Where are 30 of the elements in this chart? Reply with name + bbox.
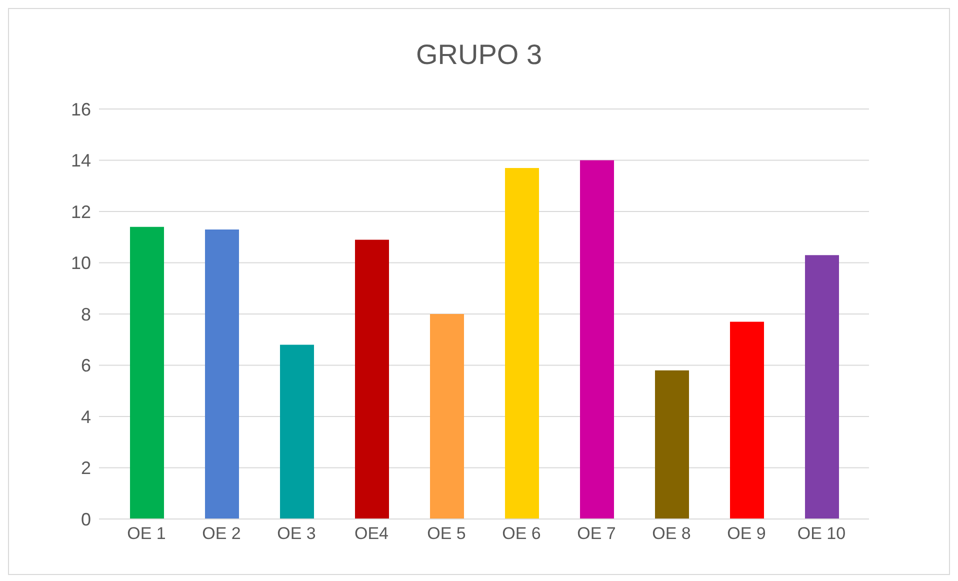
x-tick-label: OE 1 bbox=[127, 524, 166, 544]
bar bbox=[805, 255, 839, 519]
bar bbox=[430, 314, 464, 519]
x-tick-label: OE 3 bbox=[277, 524, 316, 544]
y-tick-label: 10 bbox=[70, 253, 91, 274]
x-tick-label: OE 5 bbox=[427, 524, 466, 544]
x-tick-label: OE4 bbox=[354, 524, 389, 544]
bar bbox=[280, 344, 314, 519]
bar bbox=[205, 229, 239, 519]
y-tick-label: 6 bbox=[80, 356, 91, 376]
y-tick-label: 0 bbox=[80, 509, 91, 530]
x-tick-label: OE 2 bbox=[202, 524, 241, 544]
bar bbox=[355, 240, 389, 519]
y-tick-label: 16 bbox=[70, 99, 91, 120]
y-tick-label: 12 bbox=[70, 202, 91, 222]
bar bbox=[730, 322, 764, 519]
bar bbox=[655, 370, 689, 519]
bar bbox=[580, 160, 614, 519]
x-tick-label: OE 10 bbox=[797, 524, 846, 544]
y-tick-label: 14 bbox=[70, 150, 91, 171]
x-tick-label: OE 6 bbox=[502, 524, 541, 544]
chart-title: GRUPO 3 bbox=[414, 38, 544, 72]
x-tick-label: OE 7 bbox=[577, 524, 616, 544]
y-tick-label: 2 bbox=[80, 458, 91, 478]
x-tick-label: OE 8 bbox=[652, 524, 691, 544]
bar bbox=[130, 226, 164, 519]
x-tick-label: OE 9 bbox=[727, 524, 766, 544]
y-tick-label: 8 bbox=[80, 304, 91, 324]
y-tick-label: 4 bbox=[80, 406, 91, 427]
bar bbox=[505, 168, 539, 519]
